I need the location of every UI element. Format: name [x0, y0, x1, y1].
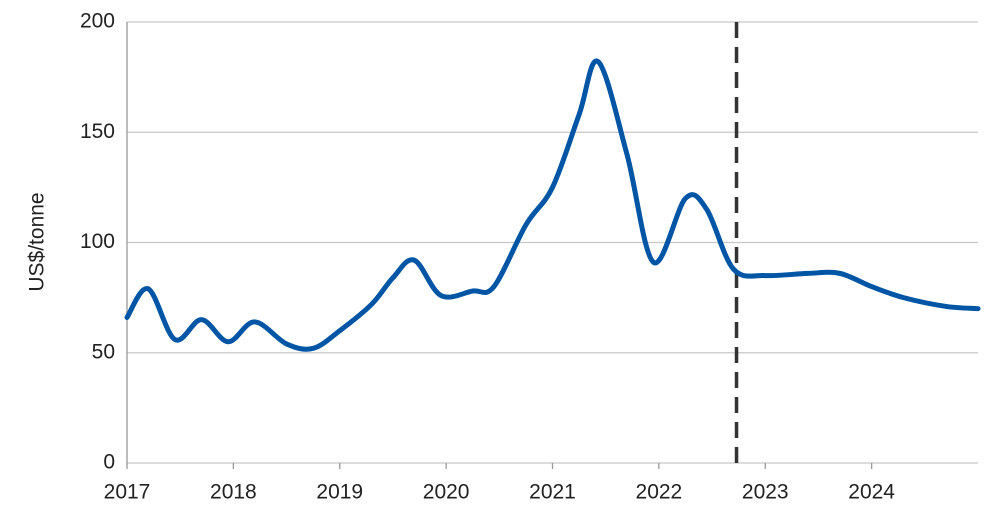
x-tick-label: 2020	[423, 481, 470, 504]
x-tick-label: 2018	[210, 481, 257, 504]
y-tick-label: 50	[92, 340, 115, 363]
x-tick-label: 2022	[636, 481, 683, 504]
y-axis-label: US$/tonne	[26, 192, 49, 291]
x-tick-label: 2023	[742, 481, 789, 504]
x-tick-label: 2021	[529, 481, 576, 504]
x-tick-label: 2017	[104, 481, 151, 504]
y-tick-label: 200	[80, 10, 115, 33]
x-tick-label: 2024	[848, 481, 895, 504]
y-tick-label: 100	[80, 230, 115, 253]
y-tick-label: 0	[103, 451, 115, 474]
y-tick-label: 150	[80, 120, 115, 143]
x-tick-label: 2019	[316, 481, 363, 504]
data-line	[124, 58, 981, 352]
